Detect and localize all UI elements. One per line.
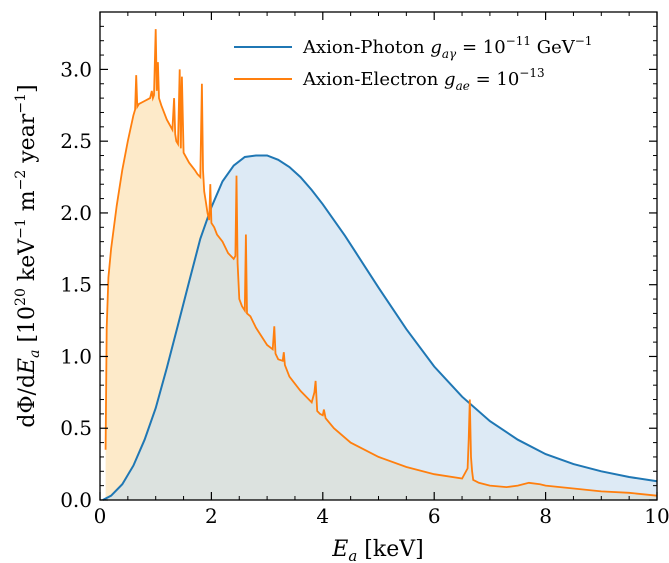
y-tick-label: 2.0: [60, 201, 92, 225]
axion-electron-line: [104, 29, 658, 497]
y-tick-label: 0.5: [60, 416, 92, 440]
x-tick-label: 4: [316, 504, 329, 528]
legend-label-electron: Axion-Electron gae = 10−13: [302, 66, 545, 93]
plot-frame: [99, 11, 658, 501]
x-tick-label: 6: [428, 504, 441, 528]
axion-photon-line: [102, 154, 658, 501]
svg-text:dΦ/dEa [1020 keV−1 m−2 year−1]: dΦ/dEa [1020 keV−1 m−2 year−1]: [13, 84, 43, 427]
legend: Axion-Photon gaγ = 10−11 GeV−1 Axion-Ele…: [234, 34, 592, 93]
plot-area: [102, 29, 658, 501]
x-tick-label: 0: [94, 504, 107, 528]
svg-text:Ea [keV]: Ea [keV]: [331, 537, 423, 563]
x-tick-label: 2: [205, 504, 218, 528]
x-tick-label: 10: [644, 504, 669, 528]
axion-photon-area: [102, 155, 658, 500]
y-axis-label: dΦ/dEa [1020 keV−1 m−2 year−1]: [13, 84, 43, 427]
y-tick-label: 1.0: [60, 344, 92, 368]
y-tick-label: 3.0: [60, 57, 92, 81]
y-tick-label: 2.5: [60, 129, 92, 153]
legend-label-photon: Axion-Photon gaγ = 10−11 GeV−1: [302, 34, 592, 61]
y-tick-label: 1.5: [60, 273, 92, 297]
x-axis-label: Ea [keV]: [331, 537, 423, 563]
y-tick-label: 0.0: [60, 488, 92, 512]
x-tick-label: 8: [539, 504, 552, 528]
